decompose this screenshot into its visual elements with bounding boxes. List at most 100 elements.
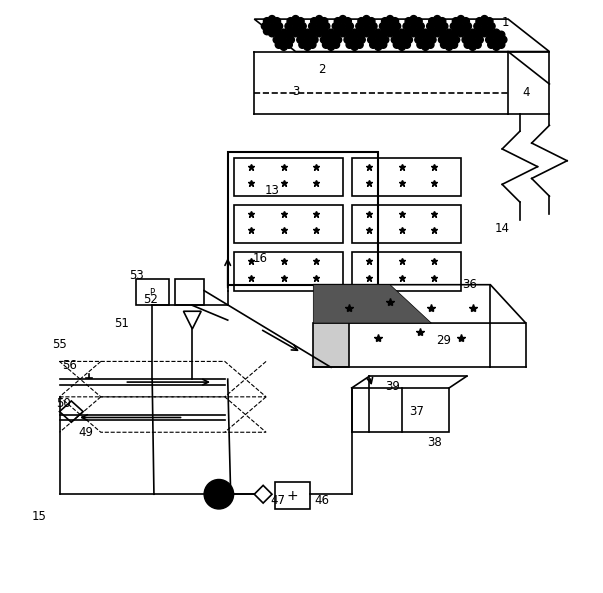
Circle shape: [332, 31, 339, 39]
Circle shape: [358, 28, 365, 35]
Circle shape: [374, 43, 382, 50]
Circle shape: [434, 30, 441, 37]
Circle shape: [469, 36, 476, 43]
Circle shape: [368, 18, 375, 25]
Circle shape: [382, 18, 388, 25]
Circle shape: [457, 30, 464, 37]
Text: 4: 4: [522, 87, 529, 100]
Circle shape: [476, 28, 483, 35]
Circle shape: [434, 23, 441, 30]
Circle shape: [273, 36, 280, 43]
Circle shape: [441, 31, 447, 39]
Circle shape: [474, 42, 481, 48]
Circle shape: [309, 42, 316, 48]
Bar: [352, 158, 461, 196]
Circle shape: [268, 30, 276, 37]
Circle shape: [264, 18, 271, 25]
Circle shape: [441, 23, 448, 30]
Circle shape: [452, 28, 459, 35]
Text: 48: 48: [212, 493, 226, 506]
Circle shape: [452, 18, 459, 25]
Circle shape: [292, 30, 299, 37]
Circle shape: [374, 36, 382, 43]
Circle shape: [500, 36, 507, 43]
Circle shape: [363, 23, 370, 30]
Circle shape: [273, 28, 280, 35]
Circle shape: [299, 31, 306, 39]
Circle shape: [493, 43, 500, 50]
Circle shape: [309, 31, 316, 39]
Circle shape: [321, 28, 328, 35]
Circle shape: [429, 28, 436, 35]
Circle shape: [358, 18, 365, 25]
Bar: [228, 152, 378, 285]
Circle shape: [297, 18, 304, 25]
Circle shape: [453, 36, 459, 43]
Text: 56: 56: [62, 359, 77, 372]
Bar: [233, 252, 343, 291]
Bar: [352, 388, 449, 432]
Circle shape: [405, 18, 412, 25]
Circle shape: [399, 29, 405, 36]
Circle shape: [393, 42, 400, 48]
Circle shape: [285, 23, 292, 30]
Circle shape: [497, 42, 505, 48]
Circle shape: [474, 31, 481, 39]
Circle shape: [417, 31, 424, 39]
Circle shape: [422, 36, 429, 43]
Circle shape: [327, 29, 335, 36]
Circle shape: [339, 30, 346, 37]
Circle shape: [292, 23, 299, 30]
Circle shape: [315, 15, 323, 23]
Circle shape: [464, 23, 472, 30]
Circle shape: [464, 42, 471, 48]
Circle shape: [387, 15, 394, 23]
Circle shape: [380, 31, 387, 39]
Bar: [352, 252, 461, 291]
Circle shape: [417, 23, 425, 30]
Circle shape: [391, 28, 399, 35]
Circle shape: [280, 29, 288, 36]
Text: 37: 37: [409, 405, 424, 418]
Circle shape: [327, 36, 335, 43]
Circle shape: [379, 23, 387, 30]
Circle shape: [497, 31, 505, 39]
Circle shape: [374, 29, 382, 36]
Circle shape: [382, 36, 389, 43]
Circle shape: [446, 36, 453, 43]
Circle shape: [399, 43, 405, 50]
Circle shape: [335, 36, 342, 43]
Circle shape: [273, 18, 280, 25]
Circle shape: [323, 23, 330, 30]
Circle shape: [474, 23, 481, 30]
Circle shape: [339, 15, 346, 23]
Text: 55: 55: [52, 339, 67, 352]
Circle shape: [441, 42, 447, 48]
Bar: [233, 205, 343, 243]
Bar: [136, 279, 169, 305]
Circle shape: [368, 28, 375, 35]
Circle shape: [334, 18, 341, 25]
Circle shape: [363, 30, 370, 37]
Polygon shape: [314, 285, 431, 323]
Circle shape: [405, 28, 412, 35]
Circle shape: [387, 23, 394, 30]
Circle shape: [344, 18, 352, 25]
Circle shape: [332, 42, 339, 48]
Text: 15: 15: [31, 509, 46, 522]
Circle shape: [415, 36, 422, 43]
Circle shape: [287, 18, 294, 25]
Circle shape: [280, 43, 288, 50]
Circle shape: [488, 42, 495, 48]
Circle shape: [464, 31, 471, 39]
Circle shape: [358, 36, 365, 43]
Circle shape: [439, 18, 446, 25]
Circle shape: [380, 42, 387, 48]
Circle shape: [382, 28, 388, 35]
Text: 16: 16: [253, 251, 268, 264]
Circle shape: [356, 31, 363, 39]
Circle shape: [405, 36, 412, 43]
Circle shape: [287, 28, 294, 35]
Circle shape: [356, 23, 363, 30]
Circle shape: [493, 36, 500, 43]
